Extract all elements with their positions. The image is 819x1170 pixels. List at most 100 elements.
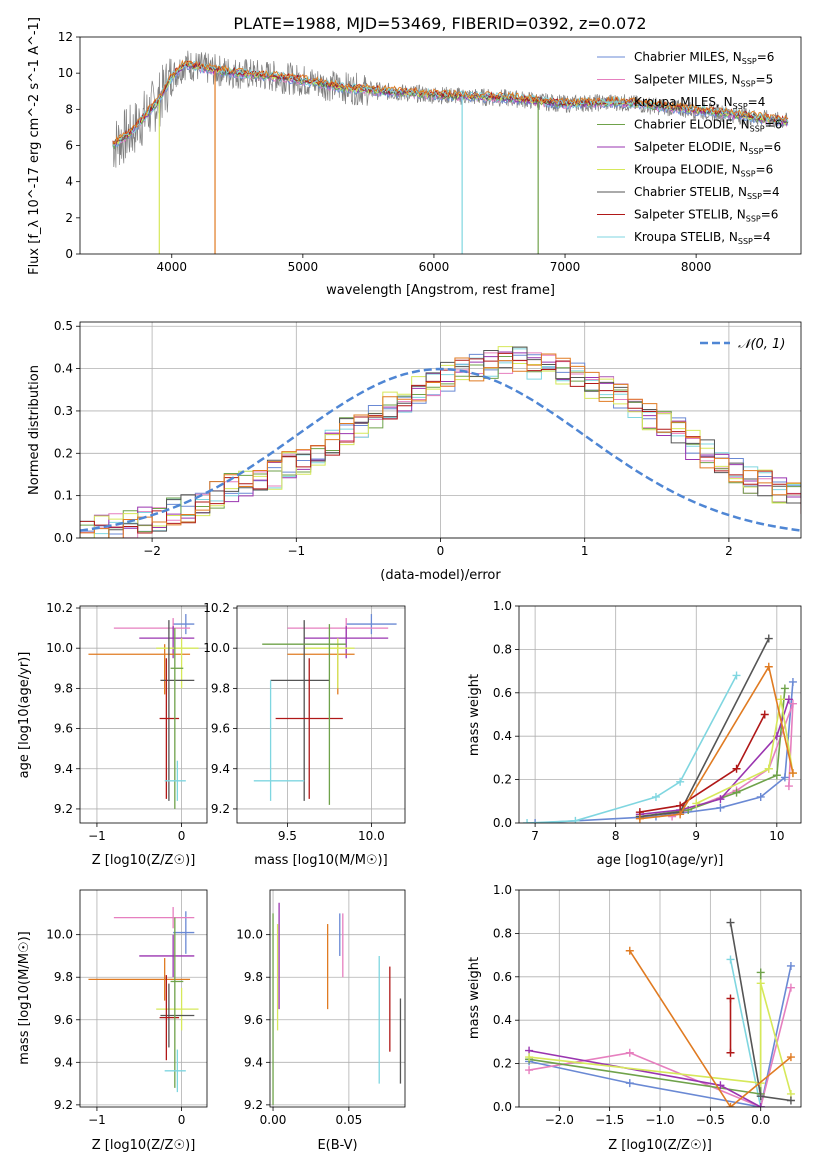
y-tick-label: 9.8 (54, 970, 73, 984)
x-tick-label: 2 (725, 544, 733, 558)
y-tick-label: 0.4 (54, 362, 73, 376)
errorbar-point (173, 911, 195, 954)
weight-marker (772, 771, 781, 780)
chart-7: −2.0 −1.5 −1.0 −0.5 0.0 0.0 0.2 0.4 0.6 0.8 1.0 Z [… (467, 883, 802, 1153)
weight-series (635, 684, 789, 821)
y-tick-label: 9.2 (54, 802, 73, 816)
gaussian-curve (80, 367, 801, 532)
y-tick-label: 2 (65, 211, 73, 225)
weight-marker (726, 1048, 735, 1057)
x-tick-label: 5000 (288, 260, 319, 274)
weight-marker (760, 710, 769, 719)
y-tick-label: 0.4 (493, 729, 512, 743)
weight-series (726, 994, 735, 1057)
x-tick-label: 0.00 (260, 1113, 287, 1127)
y-tick-label: 10.0 (46, 928, 73, 942)
errorbar-plot (88, 907, 199, 1093)
legend: Chabrier MILES, NSSP=6 Salpeter MILES, NS… (597, 50, 782, 246)
x-tick-label: −1.0 (645, 1113, 674, 1127)
errorbar-point (139, 934, 195, 978)
axes-frame (236, 605, 406, 824)
x-tick-label: 0 (437, 544, 445, 558)
weight-marker (692, 799, 701, 808)
y-tick-label: 9.2 (244, 1098, 263, 1112)
weight-marker (726, 994, 735, 1003)
spectrum-plot (112, 50, 789, 254)
weight-marker (525, 1066, 534, 1075)
y-axis-label: mass weight (467, 957, 482, 1039)
weight-marker (571, 816, 580, 823)
weight-marker (668, 812, 677, 821)
x-tick-label: 0 (178, 1113, 186, 1127)
y-tick-label: 0.2 (493, 1057, 512, 1071)
legend-label: Kroupa STELIB, NSSP=4 (634, 230, 771, 246)
axes-frame (518, 889, 802, 1108)
errorbar-point (88, 958, 191, 1001)
x-tick-label: −2 (143, 544, 161, 558)
x-tick-label: −1 (88, 1113, 106, 1127)
weight-marker (676, 777, 685, 786)
histogram-plot (80, 346, 801, 538)
y-tick-label: 9.6 (244, 1013, 263, 1027)
weight-series (531, 677, 797, 823)
y-tick-label: 9.6 (54, 1013, 73, 1027)
x-axis-label: Z [log10(Z/Z☉)] (608, 1138, 712, 1153)
x-axis-label: E(B-V) (317, 1138, 357, 1153)
histogram-step (80, 353, 801, 538)
y-tick-label: 9.4 (54, 762, 73, 776)
y-tick-label: 12 (58, 30, 73, 44)
y-tick-label: 10.0 (236, 928, 263, 942)
errorbar-point (139, 626, 195, 659)
legend-label: Chabrier MILES, NSSP=6 (634, 50, 774, 66)
weight-marker (756, 979, 765, 988)
histogram-step (80, 351, 801, 538)
weight-marker (635, 814, 644, 823)
y-tick-label: 10.0 (203, 641, 230, 655)
errorbar-point (113, 618, 191, 639)
y-tick-label: 6 (65, 139, 73, 153)
histogram-step (80, 346, 801, 538)
weight-marker (780, 684, 789, 693)
weight-marker (756, 1103, 765, 1107)
axes-frame (79, 605, 208, 824)
y-tick-label: 0.6 (493, 970, 512, 984)
figure-title: PLATE=1988, MJD=53469, FIBERID=0392, z=0… (233, 14, 646, 33)
weight-marker (780, 773, 789, 782)
y-axis-label: Normed distribution (27, 365, 42, 495)
x-tick-label: 0.0 (751, 1113, 770, 1127)
legend-label: Chabrier STELIB, NSSP=4 (634, 185, 780, 201)
y-tick-label: 9.8 (211, 681, 230, 695)
x-tick-label: 7000 (550, 260, 581, 274)
y-tick-label: 8 (65, 102, 73, 116)
y-axis-label: age [log10(age/yr)] (17, 652, 32, 779)
weight-line (529, 983, 792, 1095)
x-tick-label: 10.0 (358, 829, 385, 843)
chart-1: −2 −1 0 1 2 0.0 0.1 0.2 0.3 0.4 0.5 𝒩(0, 1) (data-mo… (27, 319, 802, 583)
weight-marker (676, 801, 685, 810)
x-tick-label: 0.05 (336, 1113, 363, 1127)
chart-0: 4000 5000 6000 7000 8000 0 2 4 6 8 10 12 Chabrier MI… (27, 17, 802, 298)
errorbar-point (270, 620, 330, 801)
y-tick-label: 9.6 (54, 722, 73, 736)
legend-label: Kroupa ELODIE, NSSP=6 (634, 163, 773, 179)
errorbar-point (275, 658, 343, 799)
weight-marker (676, 810, 685, 819)
y-tick-label: 0.8 (493, 926, 512, 940)
weight-marker (625, 1048, 634, 1057)
weight-marker (651, 792, 660, 801)
weight-marker (756, 792, 765, 801)
errorbar-point (287, 618, 389, 639)
weight-marker (716, 803, 725, 812)
weight-marker (788, 769, 797, 778)
weight-series (625, 946, 795, 1107)
errorbar-point (164, 760, 186, 801)
errorbar-plot (88, 614, 199, 809)
x-tick-label: 8000 (681, 260, 712, 274)
spectrum-model-line (112, 59, 789, 145)
errorbar-point (346, 614, 397, 635)
x-tick-label: −1.5 (595, 1113, 624, 1127)
y-tick-label: 9.4 (244, 1055, 263, 1069)
weight-series (525, 1046, 765, 1107)
weight-line (535, 681, 794, 823)
